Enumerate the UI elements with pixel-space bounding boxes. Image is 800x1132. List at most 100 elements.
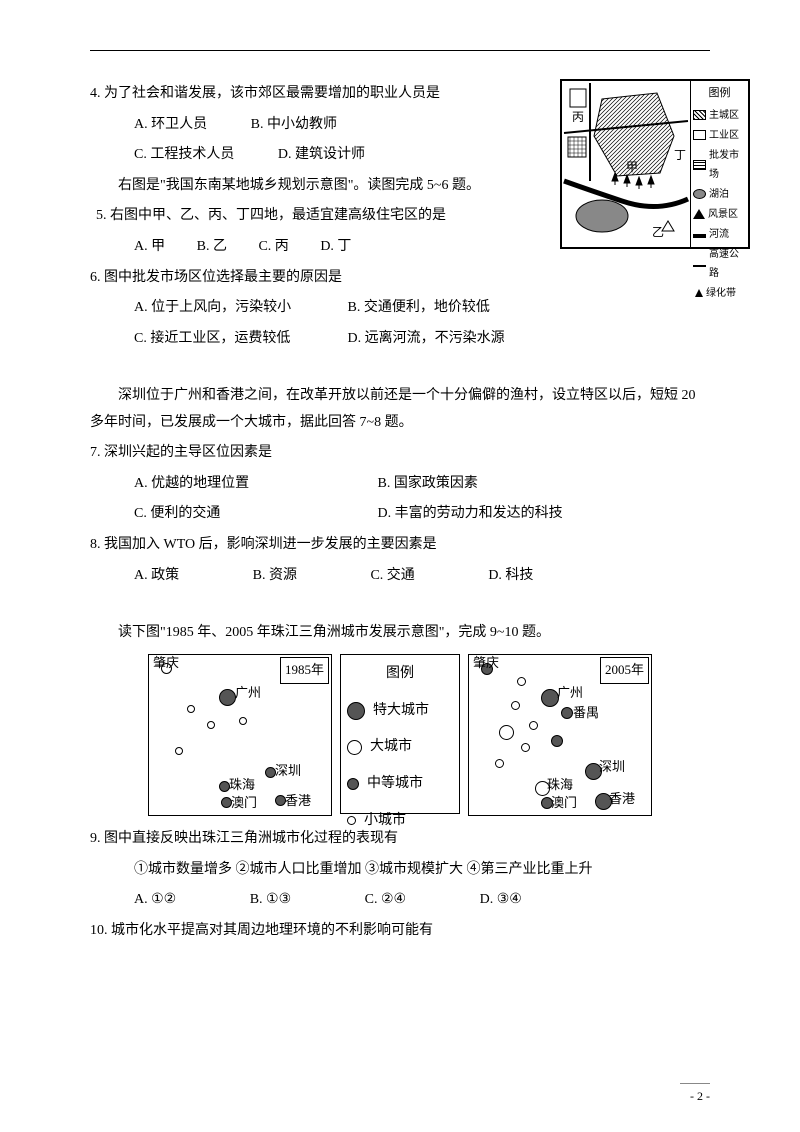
fig-2005-year: 2005年 bbox=[600, 657, 649, 684]
q6-opt-d: D. 远离河流，不污染水源 bbox=[348, 331, 505, 346]
legend-circle-icon bbox=[347, 816, 356, 825]
city-label: 肇庆 bbox=[153, 651, 179, 676]
city-label: 肇庆 bbox=[473, 651, 499, 676]
fig-1985: 1985年 肇庆广州深圳珠海澳门香港 bbox=[148, 654, 332, 816]
legend-circle-icon bbox=[347, 778, 359, 790]
planning-map-canvas: 甲 乙 丙 丁 bbox=[562, 81, 690, 247]
q5-opt-c: C. 丙 bbox=[258, 234, 288, 261]
intro-9-10: 读下图"1985 年、2005 年珠江三角洲城市发展示意图"，完成 9~10 题… bbox=[90, 620, 710, 647]
q9-opt-d: D. ③④ bbox=[480, 892, 522, 907]
city-dot bbox=[517, 677, 526, 686]
q6-opt-b: B. 交通便利，地价较低 bbox=[348, 300, 490, 315]
q6-opt-a: A. 位于上风向，污染较小 bbox=[134, 295, 344, 322]
q8-opts: A. 政策 B. 资源 C. 交通 D. 科技 bbox=[90, 563, 710, 590]
page-number: - 2 - bbox=[690, 1085, 710, 1108]
q7-opt-a: A. 优越的地理位置 bbox=[134, 471, 374, 498]
q10-stem: 10. 城市化水平提高对其周边地理环境的不利影响可能有 bbox=[90, 918, 710, 945]
city-dot bbox=[529, 721, 538, 730]
q7-stem: 7. 深圳兴起的主导区位因素是 bbox=[90, 440, 710, 467]
legend-label: 大城市 bbox=[370, 734, 412, 761]
q4-opt-b: B. 中小幼教师 bbox=[251, 112, 337, 139]
q9-opts: A. ①② B. ①③ C. ②④ D. ③④ bbox=[90, 887, 710, 914]
fig-1985-year: 1985年 bbox=[280, 657, 329, 684]
city-label: 深圳 bbox=[599, 755, 625, 780]
q6-opts-row2: C. 接近工业区，运费较低 D. 远离河流，不污染水源 bbox=[90, 326, 710, 353]
city-dot bbox=[239, 717, 247, 725]
map-label-bing: 丙 bbox=[572, 110, 584, 124]
city-label: 深圳 bbox=[275, 759, 301, 784]
city-dot bbox=[551, 735, 563, 747]
q9-opt-c: C. ②④ bbox=[365, 887, 406, 914]
planning-map-svg: 甲 乙 丙 丁 bbox=[562, 81, 690, 247]
city-dot bbox=[511, 701, 520, 710]
page: 甲 乙 丙 丁 图例 主城区 工业区 批发市场 湖泊 风景区 河流 高速公路 绿… bbox=[0, 0, 800, 1132]
city-dot bbox=[187, 705, 195, 713]
q8-opt-c: C. 交通 bbox=[370, 563, 414, 590]
city-label: 广州 bbox=[235, 681, 261, 706]
q7-opts-row2: C. 便利的交通 D. 丰富的劳动力和发达的科技 bbox=[90, 501, 710, 528]
city-label: 香港 bbox=[285, 789, 311, 814]
q6-opts-row1: A. 位于上风向，污染较小 B. 交通便利，地价较低 bbox=[90, 295, 710, 322]
content: 甲 乙 丙 丁 图例 主城区 工业区 批发市场 湖泊 风景区 河流 高速公路 绿… bbox=[90, 81, 710, 945]
legend-label: 小城市 bbox=[364, 808, 406, 835]
city-dot bbox=[207, 721, 215, 729]
fig-legend-row: 中等城市 bbox=[347, 771, 453, 798]
q8-stem: 8. 我国加入 WTO 后，影响深圳进一步发展的主要因素是 bbox=[90, 532, 710, 559]
fig-legend-row: 特大城市 bbox=[347, 698, 453, 725]
city-label: 澳门 bbox=[231, 791, 257, 816]
q5-opt-b: B. 乙 bbox=[197, 234, 227, 261]
legend-item: 工业区 bbox=[693, 126, 746, 145]
q6-stem: 6. 图中批发市场区位选择最主要的原因是 bbox=[90, 265, 710, 292]
q7-opts-row1: A. 优越的地理位置 B. 国家政策因素 bbox=[90, 471, 710, 498]
fig-2005: 2005年 肇庆广州番禺深圳珠海澳门香港 bbox=[468, 654, 652, 816]
city-dot bbox=[219, 689, 236, 706]
legend-item: 绿化带 bbox=[693, 284, 746, 303]
city-label: 番禺 bbox=[573, 701, 599, 726]
city-dot bbox=[495, 759, 504, 768]
legend-item: 风景区 bbox=[693, 205, 746, 224]
legend-item: 湖泊 bbox=[693, 185, 746, 204]
planning-map-legend: 图例 主城区 工业区 批发市场 湖泊 风景区 河流 高速公路 绿化带 bbox=[690, 81, 748, 247]
fig-legend-row: 大城市 bbox=[347, 734, 453, 761]
planning-map: 甲 乙 丙 丁 图例 主城区 工业区 批发市场 湖泊 风景区 河流 高速公路 绿… bbox=[560, 79, 750, 249]
map-label-jia: 甲 bbox=[626, 160, 638, 174]
fig-legend: 图例 特大城市大城市中等城市小城市 bbox=[340, 654, 460, 814]
legend-circle-icon bbox=[347, 702, 365, 720]
q5-opt-a: A. 甲 bbox=[134, 234, 165, 261]
city-dot bbox=[521, 743, 530, 752]
legend-item: 主城区 bbox=[693, 106, 746, 125]
fig-legend-row: 小城市 bbox=[347, 808, 453, 835]
legend-label: 中等城市 bbox=[367, 771, 423, 798]
q7-opt-d: D. 丰富的劳动力和发达的科技 bbox=[378, 506, 563, 521]
city-dot bbox=[561, 707, 573, 719]
intro-7-8: 深圳位于广州和香港之间，在改革开放以前还是一个十分偏僻的渔村，设立特区以后，短短… bbox=[90, 383, 710, 436]
q8-opt-b: B. 资源 bbox=[253, 563, 297, 590]
city-dot bbox=[175, 747, 183, 755]
legend-item: 批发市场 bbox=[693, 146, 746, 184]
city-label: 澳门 bbox=[551, 791, 577, 816]
legend-title: 图例 bbox=[693, 83, 746, 104]
map-label-ding: 丁 bbox=[674, 148, 686, 162]
q7-opt-c: C. 便利的交通 bbox=[134, 501, 374, 528]
q4-opt-c: C. 工程技术人员 bbox=[134, 142, 234, 169]
top-rule bbox=[90, 50, 710, 51]
q5-opt-d: D. 丁 bbox=[320, 234, 351, 261]
city-dot bbox=[499, 725, 514, 740]
prd-figures: 1985年 肇庆广州深圳珠海澳门香港 图例 特大城市大城市中等城市小城市 200… bbox=[90, 654, 710, 816]
legend-circle-icon bbox=[347, 740, 362, 755]
q9-opt-a: A. ①② bbox=[134, 887, 176, 914]
legend-item: 河流 bbox=[693, 225, 746, 244]
legend-item: 高速公路 bbox=[693, 245, 746, 283]
fig-legend-title: 图例 bbox=[347, 661, 453, 688]
q8-opt-a: A. 政策 bbox=[134, 563, 179, 590]
page-number-rule bbox=[680, 1083, 710, 1084]
q9-opts-line: ①城市数量增多 ②城市人口比重增加 ③城市规模扩大 ④第三产业比重上升 bbox=[90, 857, 710, 884]
city-label: 香港 bbox=[609, 787, 635, 812]
q9-opt-b: B. ①③ bbox=[250, 887, 291, 914]
q8-opt-d: D. 科技 bbox=[488, 568, 533, 583]
q7-opt-b: B. 国家政策因素 bbox=[378, 476, 478, 491]
legend-label: 特大城市 bbox=[373, 698, 429, 725]
q6-opt-c: C. 接近工业区，运费较低 bbox=[134, 326, 344, 353]
q4-opt-d: D. 建筑设计师 bbox=[278, 142, 365, 169]
q4-opt-a: A. 环卫人员 bbox=[134, 112, 207, 139]
